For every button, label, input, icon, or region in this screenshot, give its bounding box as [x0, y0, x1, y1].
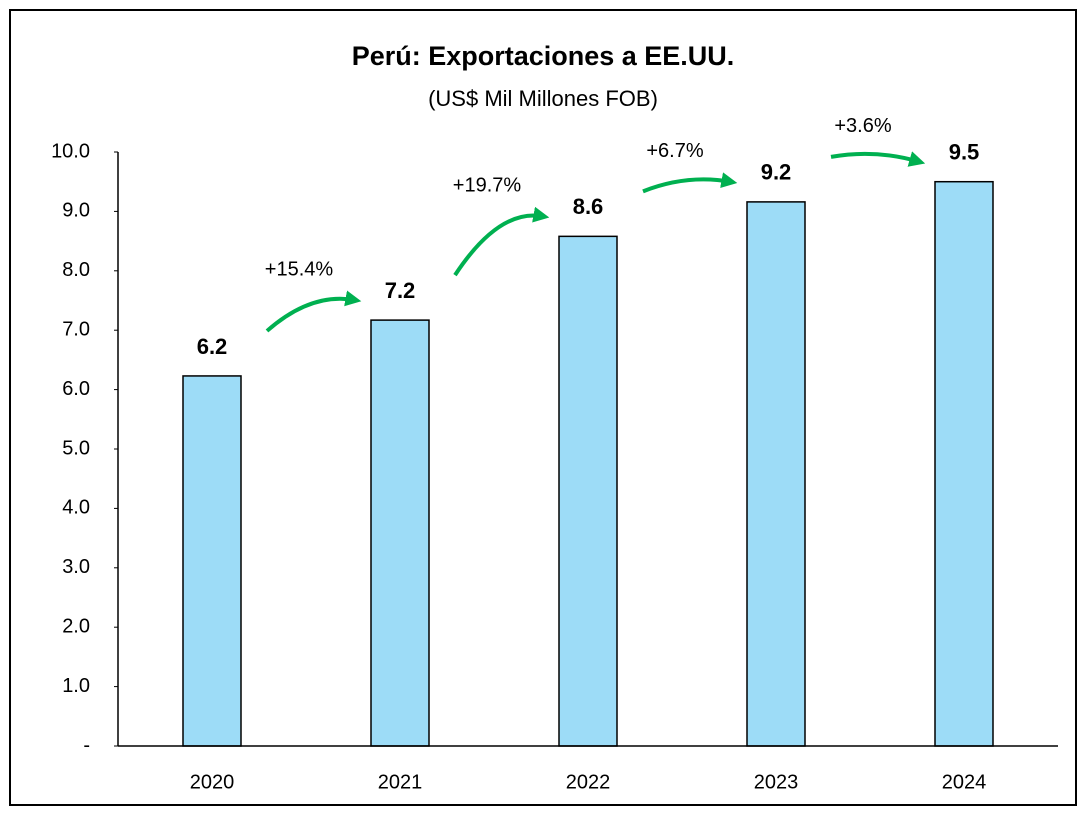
bar [746, 201, 806, 747]
growth-label: +15.4% [265, 258, 334, 280]
x-tick-label: 2024 [942, 771, 987, 793]
growth-arrow [642, 172, 738, 194]
x-tick-label: 2023 [754, 771, 799, 793]
y-tick-label: 4.0 [62, 497, 90, 519]
y-tick-label: 1.0 [62, 675, 90, 697]
chart-title: Perú: Exportaciones a EE.UU. [352, 41, 735, 71]
y-tick-label: - [83, 734, 90, 756]
bar [934, 180, 994, 747]
y-tick-label: 5.0 [62, 437, 90, 459]
bar [370, 319, 430, 747]
bar [182, 375, 242, 747]
value-label: 9.2 [761, 160, 792, 185]
value-label: 6.2 [197, 334, 228, 359]
growth-arrow [265, 290, 362, 333]
growth-label: +3.6% [834, 115, 891, 137]
y-tick-label: 3.0 [62, 556, 90, 578]
growth-arrow [830, 151, 926, 167]
y-tick-label: 7.0 [62, 318, 90, 340]
chart-subtitle: (US$ Mil Millones FOB) [428, 86, 658, 111]
x-tick-label: 2020 [190, 771, 235, 793]
value-label: 8.6 [573, 194, 604, 219]
y-tick-label: 9.0 [62, 200, 90, 222]
value-label: 7.2 [385, 278, 416, 303]
value-label: 9.5 [949, 140, 980, 165]
y-tick-label: 8.0 [62, 259, 90, 281]
y-tick-label: 6.0 [62, 378, 90, 400]
x-tick-label: 2022 [566, 771, 611, 793]
growth-arrow [453, 206, 550, 277]
y-tick-label: 2.0 [62, 615, 90, 637]
growth-label: +6.7% [646, 140, 703, 162]
chart-border [9, 9, 1077, 806]
y-tick-label: 10.0 [51, 140, 90, 162]
bar [558, 235, 618, 747]
x-tick-label: 2021 [378, 771, 423, 793]
growth-label: +19.7% [453, 175, 522, 197]
